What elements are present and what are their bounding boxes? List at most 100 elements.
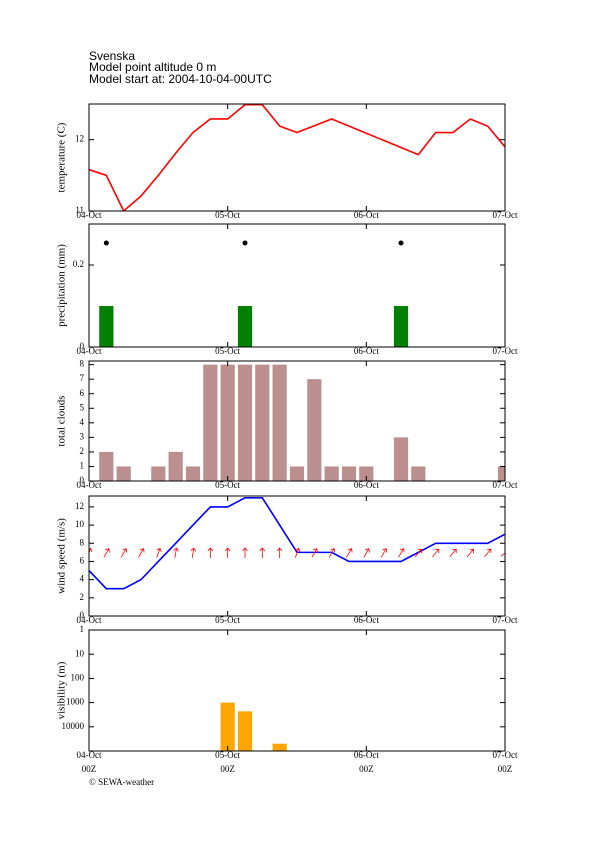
frame xyxy=(88,103,506,212)
x-tick-label: 07-Oct xyxy=(493,750,518,760)
y-tick-label: 10000 xyxy=(62,721,85,731)
bar xyxy=(289,466,305,481)
y-tick-label: 1000 xyxy=(66,697,85,707)
plot-area xyxy=(89,104,505,211)
x-tick-label: 06-Oct xyxy=(354,615,379,625)
y-tick-label: 12 xyxy=(75,501,84,511)
y-tick-label: 6 xyxy=(80,556,85,566)
line xyxy=(89,497,505,590)
bar xyxy=(272,364,287,481)
bar xyxy=(341,466,357,481)
x-tick-label: 04-Oct xyxy=(77,210,102,220)
bar xyxy=(237,306,253,347)
wind-arrow xyxy=(138,548,145,558)
y-tick-label: 0 xyxy=(80,610,85,620)
bar xyxy=(272,743,287,751)
x-tick-label: 05-Oct xyxy=(215,346,240,356)
y-tick-label: 2 xyxy=(80,446,85,456)
x-tick-sublabel: 00Z xyxy=(359,764,374,774)
y-axis-label: total clouds xyxy=(56,395,68,446)
x-tick-label: 06-Oct xyxy=(354,750,379,760)
wind-arrow xyxy=(432,548,440,558)
y-tick-label: 11 xyxy=(75,205,84,215)
y-axis-label: visibility (m) xyxy=(56,661,68,719)
bar xyxy=(237,711,253,751)
plot-area xyxy=(99,364,505,481)
wind-arrow xyxy=(276,547,283,558)
wind-arrow xyxy=(89,547,93,558)
y-axis-label: precipitation (mm) xyxy=(56,244,68,327)
wind-arrow xyxy=(500,549,505,557)
frame xyxy=(88,223,506,348)
y-tick-label: 7 xyxy=(80,373,85,383)
precip-symbol xyxy=(242,240,248,246)
wind-arrow xyxy=(103,548,110,558)
wind-arrow xyxy=(259,547,266,558)
x-tick-label: 07-Oct xyxy=(493,210,518,220)
plot-area xyxy=(220,702,287,751)
x-tick-label: 07-Oct xyxy=(493,346,518,356)
bar xyxy=(151,466,166,481)
y-tick-label: 1 xyxy=(80,461,85,471)
x-tick-sublabel: 00Z xyxy=(220,764,235,774)
x-tick-label: 06-Oct xyxy=(354,210,379,220)
x-tick-sublabel: 00Z xyxy=(498,764,513,774)
frame xyxy=(88,495,506,617)
bar xyxy=(237,364,253,481)
precip-symbol xyxy=(398,240,404,246)
x-tick-label: 04-Oct xyxy=(77,615,102,625)
y-tick-label: 0 xyxy=(80,341,85,351)
wind-arrow xyxy=(190,547,197,558)
wind-arrow xyxy=(449,548,457,558)
y-tick-label: 3 xyxy=(80,431,85,441)
x-tick-label: 06-Oct xyxy=(354,346,379,356)
header-line: Svenska xyxy=(89,49,135,63)
y-tick-label: 2 xyxy=(80,592,85,602)
y-tick-label: 10 xyxy=(75,519,85,529)
precip-symbol xyxy=(103,240,109,246)
plot-area xyxy=(99,240,409,347)
wind-arrow xyxy=(120,548,128,558)
wind-arrow xyxy=(328,548,336,558)
bar xyxy=(393,437,409,481)
bar xyxy=(168,451,183,481)
x-tick-label: 05-Oct xyxy=(215,210,240,220)
y-axis-label: temperature (C) xyxy=(56,122,68,192)
wind-arrow xyxy=(380,548,388,558)
wind-arrow xyxy=(294,547,301,558)
bar xyxy=(255,364,270,481)
bar xyxy=(99,451,114,481)
x-tick-label: 04-Oct xyxy=(77,346,102,356)
wind-arrow xyxy=(414,548,422,558)
y-tick-label: 12 xyxy=(75,134,84,144)
x-tick-label: 07-Oct xyxy=(493,615,518,625)
bar xyxy=(411,466,426,481)
y-tick-label: 10 xyxy=(75,648,85,658)
x-tick-label: 04-Oct xyxy=(77,480,102,490)
bar xyxy=(393,306,409,347)
y-tick-label: 1 xyxy=(80,624,85,634)
wind-arrow xyxy=(242,547,248,558)
y-tick-label: 8 xyxy=(80,359,85,369)
x-tick-label: 06-Oct xyxy=(354,480,379,490)
y-tick-label: 4 xyxy=(80,417,85,427)
x-tick-sublabel: 00Z xyxy=(82,764,97,774)
frame xyxy=(88,629,506,752)
y-tick-label: 4 xyxy=(80,574,85,584)
bar xyxy=(324,466,339,481)
wind-arrow xyxy=(398,548,405,558)
x-tick-label: 07-Oct xyxy=(493,480,518,490)
footer: © SEWA-weather xyxy=(89,777,154,787)
wind-arrow xyxy=(484,548,492,558)
y-tick-label: 5 xyxy=(80,402,85,412)
bar xyxy=(185,466,201,481)
y-tick-label: 0 xyxy=(80,475,85,485)
wind-arrow xyxy=(363,548,370,558)
plot-area xyxy=(89,497,505,590)
x-tick-label: 05-Oct xyxy=(215,615,240,625)
x-tick-label: 05-Oct xyxy=(215,750,240,760)
x-tick-label: 05-Oct xyxy=(215,480,240,490)
wind-arrow xyxy=(207,547,214,558)
bar xyxy=(220,702,235,751)
